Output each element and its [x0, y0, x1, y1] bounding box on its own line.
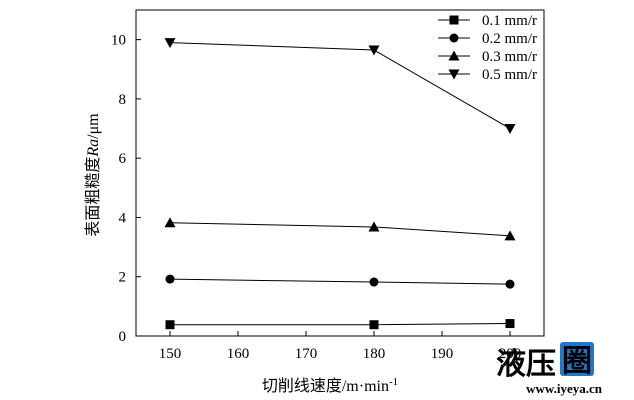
legend-label: 0.3 mm/r — [482, 49, 537, 65]
legend-marker — [448, 50, 460, 61]
watermark-logo-box — [560, 342, 594, 376]
legend-marker — [449, 33, 459, 43]
series-2 — [165, 274, 515, 289]
legend-label: 0.1 mm/r — [482, 13, 537, 29]
watermark-logo-box-text: 圈 — [562, 345, 592, 378]
data-point — [164, 38, 176, 49]
legend-label: 0.2 mm/r — [482, 31, 537, 47]
data-point — [165, 320, 175, 330]
axes: 150 160 170 180 190 200 0 2 4 6 8 10 — [111, 9, 545, 362]
x-tick-label: 200 — [499, 346, 522, 362]
legend-item: 0.5 mm/r — [438, 67, 537, 83]
y-axis-title: 表面粗糙度Ra/μm — [84, 113, 102, 237]
y-tick-label: 2 — [119, 270, 127, 286]
data-point — [368, 45, 380, 56]
series-1 — [165, 319, 515, 330]
data-point — [505, 279, 515, 289]
data-point — [165, 274, 175, 284]
data-point — [505, 319, 515, 329]
series-line — [169, 222, 511, 237]
series-line — [170, 323, 511, 326]
series-4 — [164, 38, 516, 135]
series-line — [169, 42, 511, 129]
plot-frame — [135, 9, 545, 337]
legend-label: 0.5 mm/r — [482, 67, 537, 83]
axis-titles: 切削线速度/m·min-1 表面粗糙度Ra/μm — [84, 113, 398, 395]
x-tick-label: 180 — [363, 346, 386, 362]
x-tick-label: 150 — [159, 346, 182, 362]
x-tick-label: 190 — [431, 346, 454, 362]
watermark: 液压 圈 www.iyeya.cn — [496, 342, 603, 396]
series-3 — [164, 217, 516, 241]
x-tick-label: 170 — [295, 346, 318, 362]
legend-item: 0.3 mm/r — [438, 49, 537, 65]
y-tick-label: 4 — [119, 210, 127, 226]
data-point — [368, 221, 380, 232]
data-point — [369, 320, 379, 330]
y-tick-label: 10 — [111, 33, 126, 49]
x-tick-label: 160 — [227, 346, 250, 362]
watermark-url: www.iyeya.cn — [526, 381, 603, 396]
series-layer — [164, 38, 516, 330]
watermark-logo-text: 液压 — [496, 348, 556, 381]
legend-item: 0.2 mm/r — [438, 31, 537, 47]
series-line — [169, 278, 511, 285]
legend-marker — [448, 69, 460, 80]
y-tick-label: 0 — [119, 329, 127, 345]
x-axis-title: 切削线速度/m·min-1 — [262, 376, 398, 395]
data-point — [504, 230, 516, 241]
legend-marker — [449, 15, 459, 25]
data-point — [504, 124, 516, 135]
data-point — [369, 277, 379, 287]
legend-item: 0.1 mm/r — [438, 13, 537, 29]
y-tick-label: 8 — [119, 92, 127, 108]
legend: 0.1 mm/r 0.2 mm/r 0.3 mm/r 0.5 mm/r — [438, 13, 537, 83]
data-point — [164, 217, 176, 228]
y-tick-label: 6 — [119, 151, 127, 167]
